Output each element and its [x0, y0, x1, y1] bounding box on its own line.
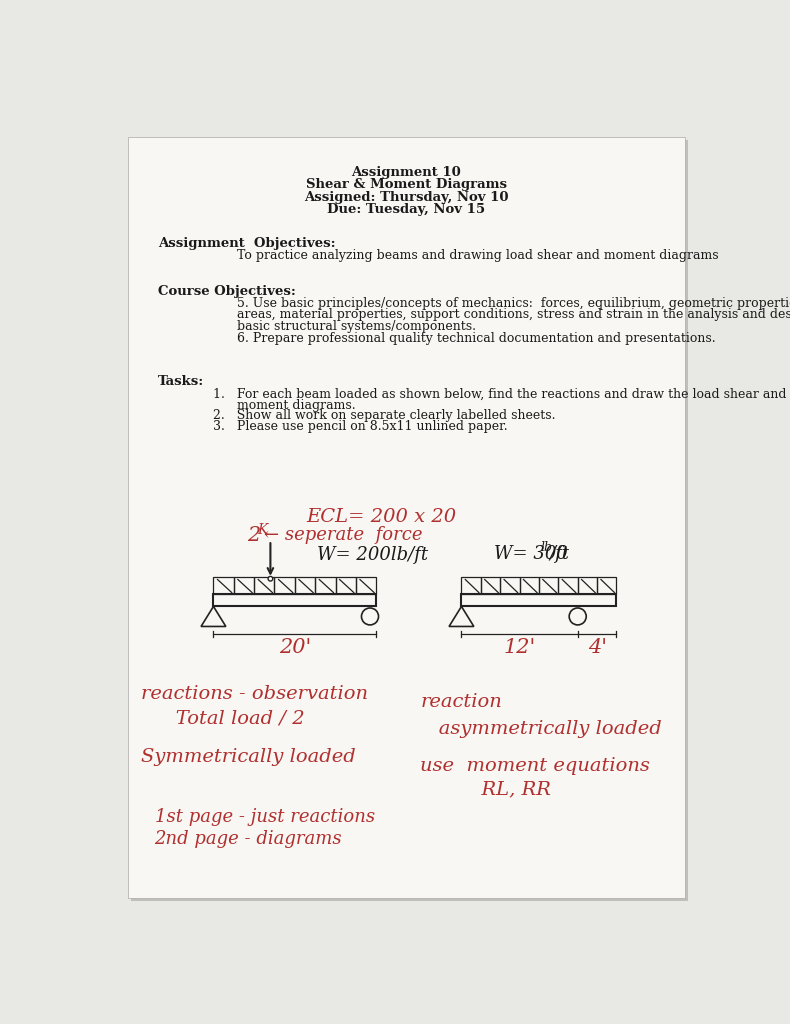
Bar: [213, 594, 376, 606]
Text: 12': 12': [503, 638, 536, 657]
Bar: [254, 578, 274, 594]
Text: W= 200lb/ft: W= 200lb/ft: [318, 547, 428, 564]
Text: lb: lb: [540, 541, 552, 554]
Text: Symmetrically loaded: Symmetrically loaded: [141, 749, 356, 766]
Text: Assigned: Thursday, Nov 10: Assigned: Thursday, Nov 10: [304, 190, 509, 204]
Bar: [500, 578, 520, 594]
Text: 6. Prepare professional quality technical documentation and presentations.: 6. Prepare professional quality technica…: [237, 332, 715, 344]
Text: 5. Use basic principles/concepts of mechanics:  forces, equilibrium, geometric p: 5. Use basic principles/concepts of mech…: [237, 297, 790, 310]
Text: areas, material properties, support conditions, stress and strain in the analysi: areas, material properties, support cond…: [237, 308, 790, 322]
Text: RL, RR: RL, RR: [444, 780, 551, 799]
Text: To practice analyzing beams and drawing load shear and moment diagrams: To practice analyzing beams and drawing …: [237, 249, 718, 262]
Bar: [559, 578, 577, 594]
Text: 1st page - just reactions: 1st page - just reactions: [155, 808, 374, 826]
Text: reactions - observation: reactions - observation: [141, 685, 368, 703]
Bar: [336, 578, 356, 594]
Text: Assignment 10: Assignment 10: [352, 166, 461, 179]
Text: 3.   Please use pencil on 8.5x11 unlined paper.: 3. Please use pencil on 8.5x11 unlined p…: [213, 420, 508, 433]
Bar: [520, 578, 539, 594]
Text: asymmetrically loaded: asymmetrically loaded: [420, 721, 662, 738]
Text: reaction: reaction: [420, 692, 502, 711]
Text: ← seperate  force: ← seperate force: [264, 526, 423, 545]
Text: 4': 4': [588, 638, 607, 657]
Bar: [577, 578, 597, 594]
Text: 20': 20': [279, 638, 311, 657]
Text: basic structural systems/components.: basic structural systems/components.: [237, 319, 476, 333]
Text: 2nd page - diagrams: 2nd page - diagrams: [155, 829, 342, 848]
Text: 1.   For each beam loaded as shown below, find the reactions and draw the load s: 1. For each beam loaded as shown below, …: [213, 388, 787, 400]
Text: Shear & Moment Diagrams: Shear & Moment Diagrams: [306, 178, 507, 191]
Bar: [481, 578, 500, 594]
Bar: [213, 578, 234, 594]
Bar: [315, 578, 336, 594]
Text: use  moment equations: use moment equations: [420, 758, 650, 775]
Bar: [234, 578, 254, 594]
Bar: [295, 578, 315, 594]
Bar: [461, 578, 481, 594]
Text: K: K: [257, 522, 267, 537]
Text: /ft: /ft: [549, 545, 569, 563]
Bar: [274, 578, 295, 594]
Text: ECL= 200 x 20: ECL= 200 x 20: [307, 508, 457, 526]
Text: Due: Tuesday, Nov 15: Due: Tuesday, Nov 15: [327, 203, 486, 216]
Text: moment diagrams.: moment diagrams.: [213, 398, 356, 412]
Text: Course Objectives:: Course Objectives:: [158, 285, 295, 298]
Text: Tasks:: Tasks:: [158, 376, 204, 388]
Bar: [539, 578, 559, 594]
Circle shape: [268, 577, 273, 581]
Text: Assignment  Objectives:: Assignment Objectives:: [158, 237, 335, 250]
Text: 2.   Show all work on separate clearly labelled sheets.: 2. Show all work on separate clearly lab…: [213, 410, 556, 422]
Bar: [461, 594, 616, 606]
Text: Total load / 2: Total load / 2: [157, 710, 304, 728]
Bar: [597, 578, 616, 594]
Text: W= 300: W= 300: [494, 545, 568, 563]
Bar: [356, 578, 376, 594]
Text: 2: 2: [247, 526, 261, 546]
